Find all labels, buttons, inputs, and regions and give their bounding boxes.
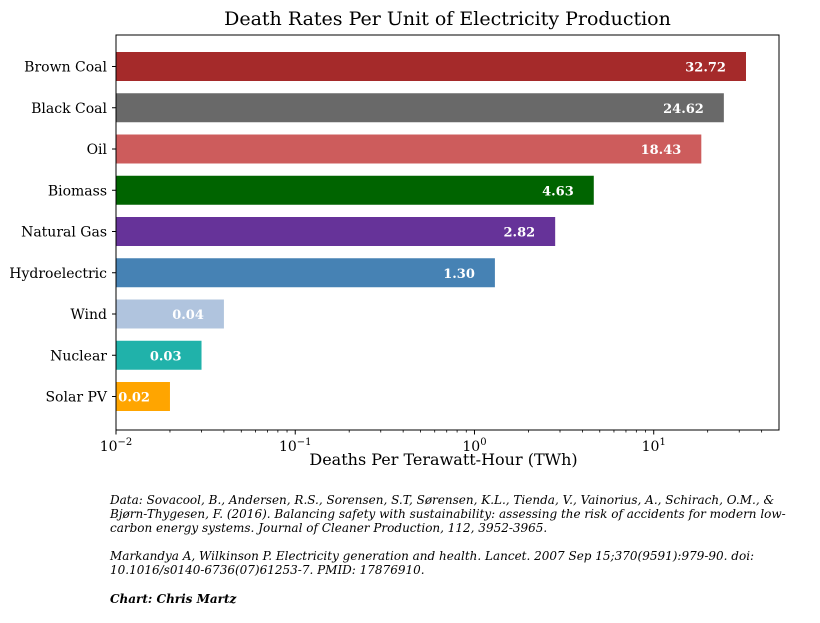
x-tick-label: 10−1 bbox=[279, 437, 312, 455]
y-tick-label: Black Coal bbox=[31, 101, 107, 117]
y-tick-label: Hydroelectric bbox=[9, 266, 107, 282]
y-tick-label: Biomass bbox=[48, 183, 107, 199]
bar bbox=[116, 93, 724, 123]
chart-container: Death Rates Per Unit of Electricity Prod… bbox=[9, 8, 780, 469]
data-label: 1.30 bbox=[443, 267, 475, 282]
bar bbox=[116, 258, 495, 288]
data-label: 0.03 bbox=[150, 349, 182, 364]
y-tick-label: Oil bbox=[87, 142, 108, 158]
x-axis-label: Deaths Per Terawatt-Hour (TWh) bbox=[309, 450, 577, 469]
chart-credit: Chart: Chris Martz bbox=[110, 592, 237, 606]
data-label: 4.63 bbox=[542, 184, 574, 199]
y-tick-label: Nuclear bbox=[50, 348, 107, 364]
data-label: 2.82 bbox=[504, 226, 536, 241]
chart-title: Death Rates Per Unit of Electricity Prod… bbox=[224, 8, 671, 30]
y-tick-label: Solar PV bbox=[45, 390, 107, 406]
data-label: 24.62 bbox=[663, 102, 704, 117]
data-label: 18.43 bbox=[641, 143, 682, 158]
plot-frame bbox=[115, 34, 780, 431]
data-label: 0.02 bbox=[118, 391, 150, 406]
x-tick-label: 100 bbox=[462, 437, 486, 455]
x-tick-label: 10−2 bbox=[100, 437, 133, 455]
bar bbox=[116, 175, 594, 205]
y-tick-label: Brown Coal bbox=[24, 60, 107, 76]
y-tick-label: Natural Gas bbox=[21, 225, 107, 241]
data-source-caption: Data: Sovacool, B., Andersen, R.S., Sore… bbox=[110, 493, 786, 535]
bar bbox=[116, 217, 556, 246]
bar bbox=[116, 52, 746, 81]
bar bbox=[116, 382, 170, 411]
bar-chart: Death Rates Per Unit of Electricity Prod… bbox=[9, 8, 780, 469]
reference-caption: Markandya A, Wilkinson P. Electricity ge… bbox=[110, 549, 755, 577]
bar bbox=[116, 134, 702, 164]
x-tick-label: 101 bbox=[642, 437, 666, 455]
y-tick-label: Wind bbox=[70, 307, 107, 323]
bar bbox=[116, 340, 202, 370]
data-label: 32.72 bbox=[685, 61, 726, 76]
data-label: 0.04 bbox=[172, 308, 204, 323]
bar bbox=[116, 299, 224, 329]
